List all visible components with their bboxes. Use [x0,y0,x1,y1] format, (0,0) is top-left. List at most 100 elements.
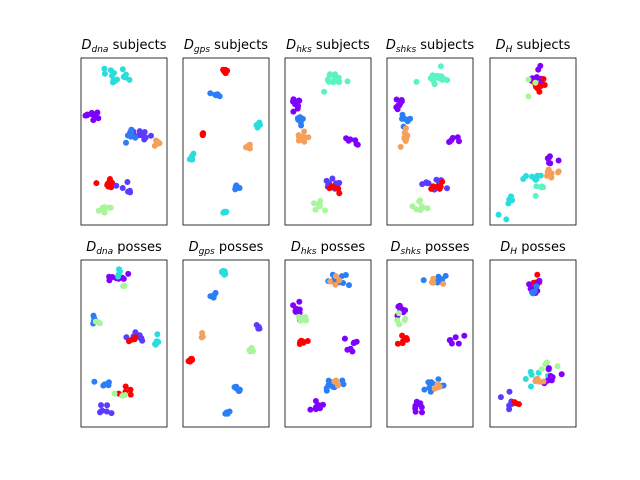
subplot-9: Dshks posses [386,240,474,428]
scatter-point [439,178,446,185]
scatter-point [246,145,253,152]
scatter-point [343,135,350,142]
scatter-point [317,405,323,412]
scatter-point [497,394,504,401]
subplot-title: Ddna subjects [82,38,167,55]
scatter-point [303,317,309,324]
scatter-point [109,72,115,79]
scatter-point [312,398,319,404]
scatter-point [221,68,228,75]
scatter-point [543,360,550,367]
scatter-point [413,206,420,213]
scatter-point [84,111,91,118]
scatter-point [349,348,356,355]
scatter-point [101,65,108,72]
scatter-point [138,132,145,139]
title-subscript: shks [396,45,417,55]
scatter-point [331,378,338,385]
scatter-point [101,70,108,77]
scatter-point [290,108,297,115]
scatter-point [419,203,425,210]
scatter-point [299,115,306,122]
subplot-title: Dgps posses [189,240,264,257]
scatter-point [533,183,540,190]
title-rest: posses [215,240,264,255]
scatter-point [119,66,126,73]
scatter-point [523,173,529,179]
scatter-point [307,406,314,413]
scatter-point [396,302,403,309]
scatter-point [100,382,107,389]
scatter-point [95,207,102,214]
scatter-point [122,383,129,390]
scatter-point [419,409,425,416]
title-subscript: H [510,247,517,257]
title-subscript: gps [194,45,210,55]
scatter-point [332,74,338,81]
scatter-point [537,62,544,69]
scatter-point [446,139,453,145]
scatter-point [315,201,322,208]
scatter-point [532,192,539,199]
scatter-point [506,388,513,395]
scatter-point [232,183,239,190]
scatter-point [532,176,539,183]
scatter-point [104,402,111,409]
scatter-point [506,406,513,413]
title-symbol: D [500,240,510,255]
scatter-point [137,335,144,342]
scatter-point [323,385,330,392]
scatter-point [132,134,139,141]
scatter-point [124,132,131,139]
scatter-point [127,386,134,393]
scatter-point [108,184,115,191]
scatter-point [407,115,414,122]
scatter-point [403,335,410,341]
scatter-point [331,184,338,191]
scatter-point [131,336,138,343]
title-symbol: D [86,240,96,255]
scatter-point [421,386,428,393]
scatter-point [111,390,118,397]
scatter-point [312,206,319,213]
scatter-point [301,128,308,135]
scatter-point [100,206,107,213]
subplot-title: Dshks subjects [386,38,475,55]
scatter-point [426,384,433,391]
subplot-3: Dhks subjects [284,38,372,226]
scatter-point [555,157,562,164]
scatter-point [121,282,128,289]
scatter-point [452,334,459,341]
title-symbol: D [291,240,301,255]
scatter-point [412,405,419,412]
subplot-title: Dshks posses [391,240,470,257]
title-subscript: hks [301,247,317,257]
scatter-point [540,184,547,191]
scatter-point [335,382,341,389]
scatter-point [503,216,510,223]
scatter-point [212,289,219,296]
scatter-point [532,79,539,86]
scatter-point [294,105,301,112]
scatter-point [290,302,297,309]
scatter-point [416,198,423,205]
scatter-point [393,96,400,103]
title-subscript: dna [96,247,113,257]
scatter-point [541,82,548,88]
scatter-point [522,376,529,382]
title-subscript: gps [199,247,215,257]
scatter-point [98,402,104,409]
scatter-point [231,384,238,391]
scatter-point [455,340,462,347]
scatter-point [295,97,302,104]
scatter-point [91,378,98,385]
scatter-point [125,270,132,277]
title-rest: posses [517,240,566,255]
scatter-point [346,282,352,289]
scatter-point [321,88,328,95]
scatter-point [148,132,154,139]
scatter-point [127,189,134,196]
scatter-point [533,283,540,290]
subplot-7: Dgps posses [182,240,270,428]
